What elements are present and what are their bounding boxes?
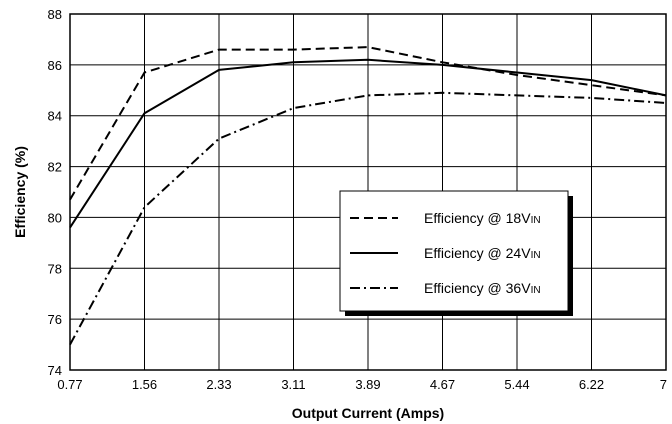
- y-tick-label: 84: [48, 109, 62, 124]
- legend-label: Efficiency @ 36VIN: [424, 280, 541, 296]
- legend: Efficiency @ 18VIN Efficiency @ 24VIN Effi…: [339, 190, 573, 316]
- y-tick-labels: 74 76 78 80 82 84 86 88: [48, 7, 62, 378]
- series-line: [69, 46, 667, 201]
- x-tick-label: 6.22: [579, 377, 604, 392]
- x-tick-label: 7: [660, 377, 667, 392]
- x-tick-label: 2.33: [206, 377, 231, 392]
- x-axis-label: Output Current (Amps): [292, 405, 444, 421]
- x-tick-label: 5.44: [504, 377, 529, 392]
- y-tick-label: 74: [48, 363, 62, 378]
- y-axis-label: Efficiency (%): [12, 146, 28, 238]
- x-tick-label: 4.67: [430, 377, 455, 392]
- y-tick-label: 86: [48, 58, 62, 73]
- x-tick-label: 3.11: [281, 377, 305, 392]
- x-tick-label: 0.77: [57, 377, 82, 392]
- x-tick-labels: 0.77 1.56 2.33 3.11 3.89 4.67 5.44 6.22 7: [57, 377, 667, 392]
- x-tick-label: 3.89: [355, 377, 380, 392]
- y-tick-label: 76: [48, 312, 62, 327]
- y-tick-label: 82: [48, 160, 62, 175]
- legend-label: Efficiency @ 24VIN: [424, 245, 541, 261]
- y-tick-label: 80: [48, 210, 62, 225]
- plot-frame: [69, 13, 667, 371]
- series-layer: [69, 46, 667, 346]
- series-line: [69, 91, 667, 346]
- y-tick-label: 88: [48, 7, 62, 22]
- series-line: [69, 58, 667, 229]
- x-tick-label: 1.56: [132, 377, 157, 392]
- y-tick-label: 78: [48, 261, 62, 276]
- legend-box: [339, 190, 569, 312]
- legend-label: Efficiency @ 18VIN: [424, 210, 541, 226]
